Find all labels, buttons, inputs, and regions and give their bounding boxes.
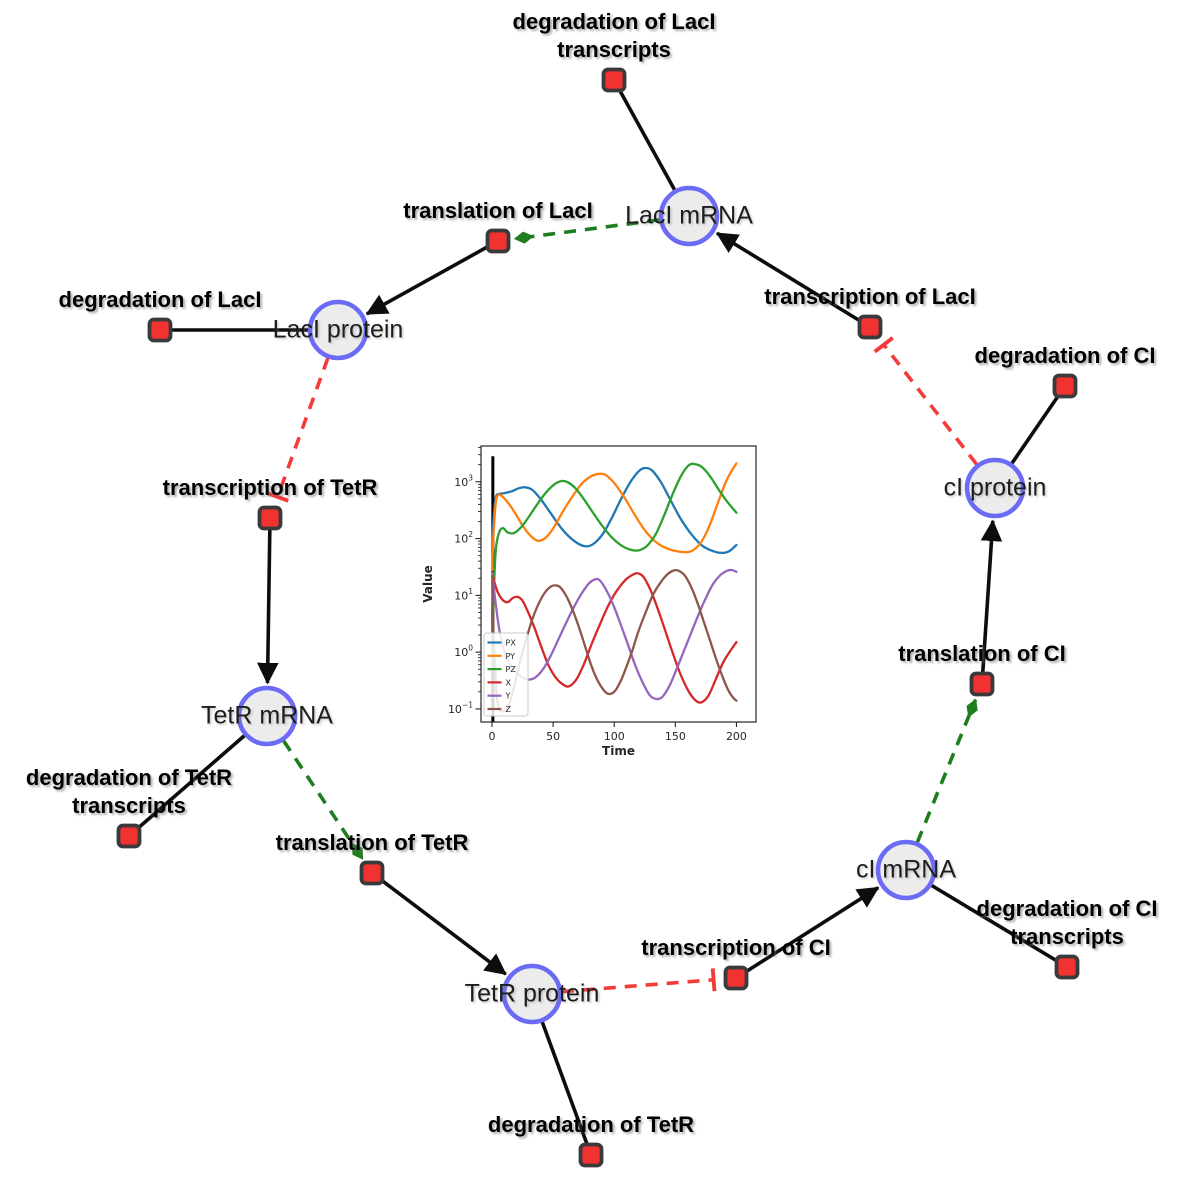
legend-label-Y: Y (505, 692, 511, 701)
legend-label-PX: PX (506, 639, 517, 648)
species-node-laci_protein[interactable] (307, 299, 369, 361)
legend-label-Z: Z (506, 705, 512, 714)
species-node-ci_mrna[interactable] (875, 839, 937, 901)
edge-product-transl_laci-laci_protein (365, 239, 499, 316)
reaction-node-transcr_tetr[interactable] (257, 505, 283, 531)
legend: PX PY PZ XYZ (483, 632, 529, 717)
legend-label-PY: PY (506, 652, 516, 661)
reaction-node-transl_tetr[interactable] (359, 860, 385, 886)
y-axis-label: Value (421, 565, 435, 603)
series-line-PX (491, 466, 738, 555)
x-tick-label: 100 (604, 730, 625, 743)
y-tick-label: 10−1 (448, 700, 473, 716)
edge-product-transcr_tetr-tetr_mrna (257, 517, 279, 685)
edge-modifier-ci_mrna-transl_ci (915, 698, 978, 843)
y-tick-label: 100 (454, 644, 473, 660)
series-line-X (491, 571, 738, 704)
reaction-node-transcr_ci[interactable] (723, 965, 749, 991)
edge-reactant-tetr_mrna-deg_tetr_transcripts (127, 714, 269, 838)
plot-frame (480, 445, 757, 723)
node-layer (116, 67, 1080, 1168)
legend-label-PZ: PZ (506, 665, 517, 674)
reaction-node-deg_laci_transcripts[interactable] (601, 67, 627, 93)
edge-product-transcr_ci-ci_mrna (735, 886, 880, 980)
edge-inhibition-tetr_protein-transcr_ci (561, 968, 717, 994)
species-node-tetr_protein[interactable] (501, 963, 563, 1025)
edge-inhibition-ci_protein-transcr_laci (873, 336, 979, 466)
edge-inhibition-laci_protein-transcr_tetr (266, 357, 330, 503)
reaction-node-transcr_laci[interactable] (857, 314, 883, 340)
x-tick-label: 200 (726, 730, 747, 743)
simulation-plot: 0 50 100 150 20010−1100101102103TimeValuePXP… (418, 432, 780, 766)
y-tick-label: 103 (454, 473, 473, 489)
reaction-node-transl_ci[interactable] (969, 671, 995, 697)
edge-modifier-tetr_mrna-transl_tetr (282, 739, 365, 860)
y-tick-label: 101 (454, 587, 473, 603)
series-line-PZ (491, 462, 738, 671)
x-tick-label: 50 (546, 730, 560, 743)
species-node-laci_mrna[interactable] (658, 185, 720, 247)
series-line-PY (491, 462, 738, 572)
reaction-node-deg_ci_transcripts[interactable] (1054, 954, 1080, 980)
reaction-node-deg_laci[interactable] (147, 317, 173, 343)
edge-product-transcr_laci-laci_mrna (715, 231, 871, 329)
x-tick-label: 0 (489, 730, 496, 743)
edge-modifier-laci_mrna-transl_laci (513, 218, 660, 244)
y-tick-label: 102 (454, 530, 473, 546)
reaction-node-deg_tetr[interactable] (578, 1142, 604, 1168)
reaction-node-deg_ci[interactable] (1052, 373, 1078, 399)
species-node-tetr_mrna[interactable] (236, 685, 298, 747)
edge-product-transl_ci-ci_protein (980, 519, 1003, 685)
legend-label-X: X (506, 678, 512, 687)
edge-reactant-ci_mrna-deg_ci_transcripts (905, 868, 1068, 969)
edge-product-transl_tetr-tetr_protein (370, 871, 507, 976)
reaction-node-transl_laci[interactable] (485, 228, 511, 254)
x-tick-label: 150 (665, 730, 686, 743)
species-node-ci_protein[interactable] (964, 457, 1026, 519)
reaction-node-deg_tetr_transcripts[interactable] (116, 823, 142, 849)
x-axis-label: Time (602, 744, 635, 758)
